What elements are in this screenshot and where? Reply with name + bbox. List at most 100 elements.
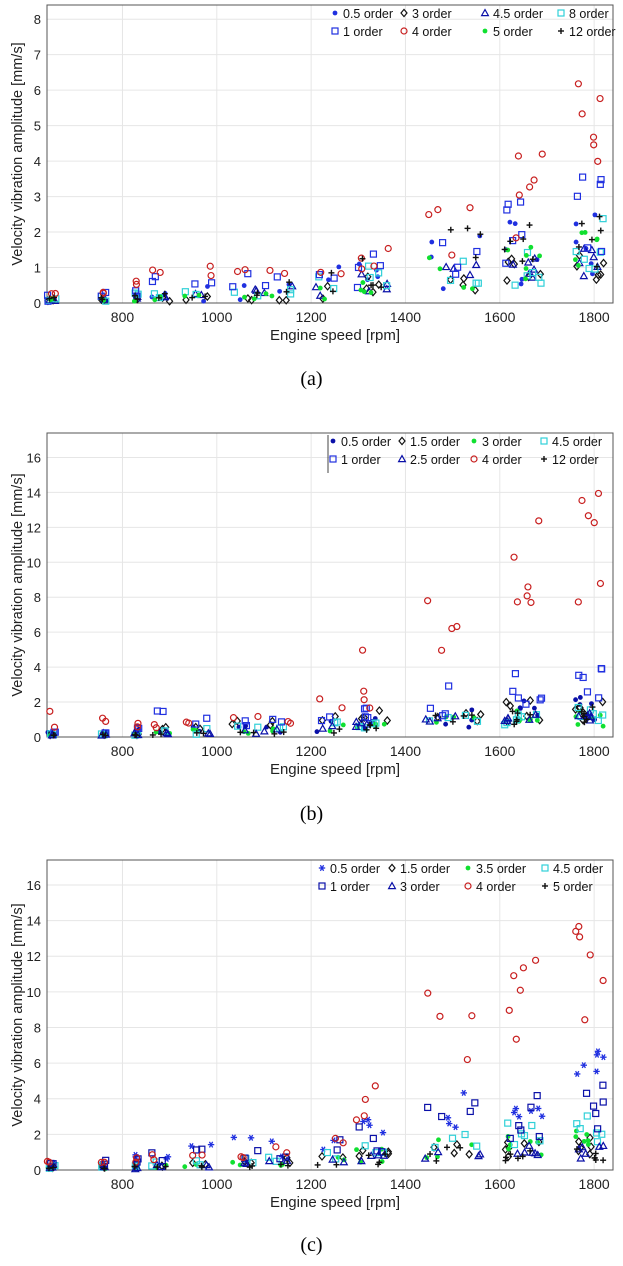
data-point	[506, 1134, 514, 1143]
data-point	[594, 237, 600, 243]
data-point	[579, 271, 589, 280]
data-point	[581, 719, 588, 726]
data-point	[132, 1154, 141, 1162]
data-point	[506, 701, 515, 711]
data-point	[518, 231, 526, 239]
legend-marker	[471, 438, 477, 444]
legend-marker	[400, 27, 408, 35]
data-point	[450, 1148, 459, 1158]
y-axis-label: Velocity vibration amplitude [mm/s]	[10, 473, 26, 696]
data-point	[578, 220, 585, 227]
data-point	[207, 1141, 215, 1148]
data-point	[261, 281, 270, 290]
data-point	[523, 592, 531, 600]
data-point	[472, 254, 479, 261]
data-point	[472, 279, 480, 287]
data-point	[241, 1159, 251, 1168]
data-point	[336, 264, 342, 270]
legend-label: 2.5 order	[410, 453, 460, 467]
data-point	[593, 263, 600, 270]
legend-label: 12 order	[552, 453, 599, 467]
data-point	[330, 729, 337, 736]
legend-marker	[397, 454, 407, 463]
legend-label: 3 order	[482, 435, 522, 449]
data-point	[376, 1159, 383, 1166]
data-point	[358, 646, 367, 654]
data-point	[254, 723, 262, 731]
data-point	[280, 729, 287, 736]
data-point	[438, 1112, 446, 1121]
data-point	[599, 711, 607, 719]
data-point	[269, 715, 277, 723]
x-tick-label: 1400	[390, 309, 421, 325]
grid-lines	[47, 5, 613, 304]
legend-marker	[329, 455, 337, 463]
legend-marker	[482, 28, 488, 34]
data-point	[286, 1158, 294, 1168]
data-point	[575, 722, 581, 727]
data-points	[43, 80, 608, 306]
caption-c: (c)	[300, 1234, 323, 1256]
data-point	[599, 1098, 607, 1106]
legend-label: 4.5 order	[493, 7, 543, 21]
data-point	[192, 1146, 201, 1154]
data-point	[598, 1130, 606, 1138]
data-point	[328, 1154, 338, 1163]
legend-marker	[330, 438, 336, 444]
data-point	[466, 204, 474, 212]
scatter-chart-b: 0 2 4 6 8 10 12 14 16 800 1000 1200 1400 1600 1800 Engi…	[10, 432, 614, 778]
data-point	[382, 1151, 389, 1158]
data-point	[330, 274, 338, 282]
data-point	[383, 282, 391, 290]
data-point	[473, 717, 482, 725]
data-point	[46, 707, 54, 715]
data-point	[130, 1164, 140, 1173]
data-point	[573, 192, 582, 200]
y-tick-label: 6	[34, 83, 41, 98]
legend-marker	[541, 864, 549, 872]
data-point	[286, 279, 293, 286]
data-point	[597, 664, 605, 673]
data-point	[240, 1158, 249, 1166]
x-tick-label: 1600	[484, 309, 515, 325]
data-point	[523, 253, 529, 258]
data-point	[193, 729, 200, 736]
data-point	[357, 269, 366, 278]
data-point	[518, 713, 526, 721]
data-point	[202, 293, 209, 300]
data-point	[426, 704, 435, 712]
data-point	[597, 247, 606, 256]
data-point	[517, 705, 523, 711]
data-point	[229, 714, 238, 722]
data-point	[448, 1134, 457, 1142]
data-point	[523, 257, 533, 266]
data-point	[98, 294, 105, 301]
data-point	[505, 1134, 511, 1139]
data-point	[378, 284, 385, 291]
data-point	[314, 1161, 321, 1168]
data-point	[250, 729, 257, 736]
caption-a: (a)	[300, 368, 323, 390]
legend-label: 1 order	[343, 25, 383, 39]
data-point	[460, 712, 467, 719]
data-point	[502, 697, 511, 707]
data-point	[369, 250, 378, 258]
data-point	[131, 731, 138, 738]
data-point	[600, 1054, 607, 1061]
data-point	[594, 1142, 604, 1150]
legend-marker	[557, 9, 565, 17]
data-point	[265, 1153, 273, 1161]
data-point	[269, 293, 275, 299]
data-point	[182, 295, 190, 305]
data-point	[594, 1125, 602, 1133]
data-point	[460, 1089, 468, 1096]
data-point	[576, 1153, 586, 1162]
legend-label: 5 order	[553, 880, 593, 894]
data-point	[573, 1146, 580, 1153]
data-point	[198, 1162, 205, 1169]
data-point	[571, 704, 580, 714]
x-tick-label: 1200	[296, 743, 327, 759]
data-point	[519, 258, 526, 265]
data-point	[205, 729, 215, 738]
data-point	[162, 728, 171, 737]
